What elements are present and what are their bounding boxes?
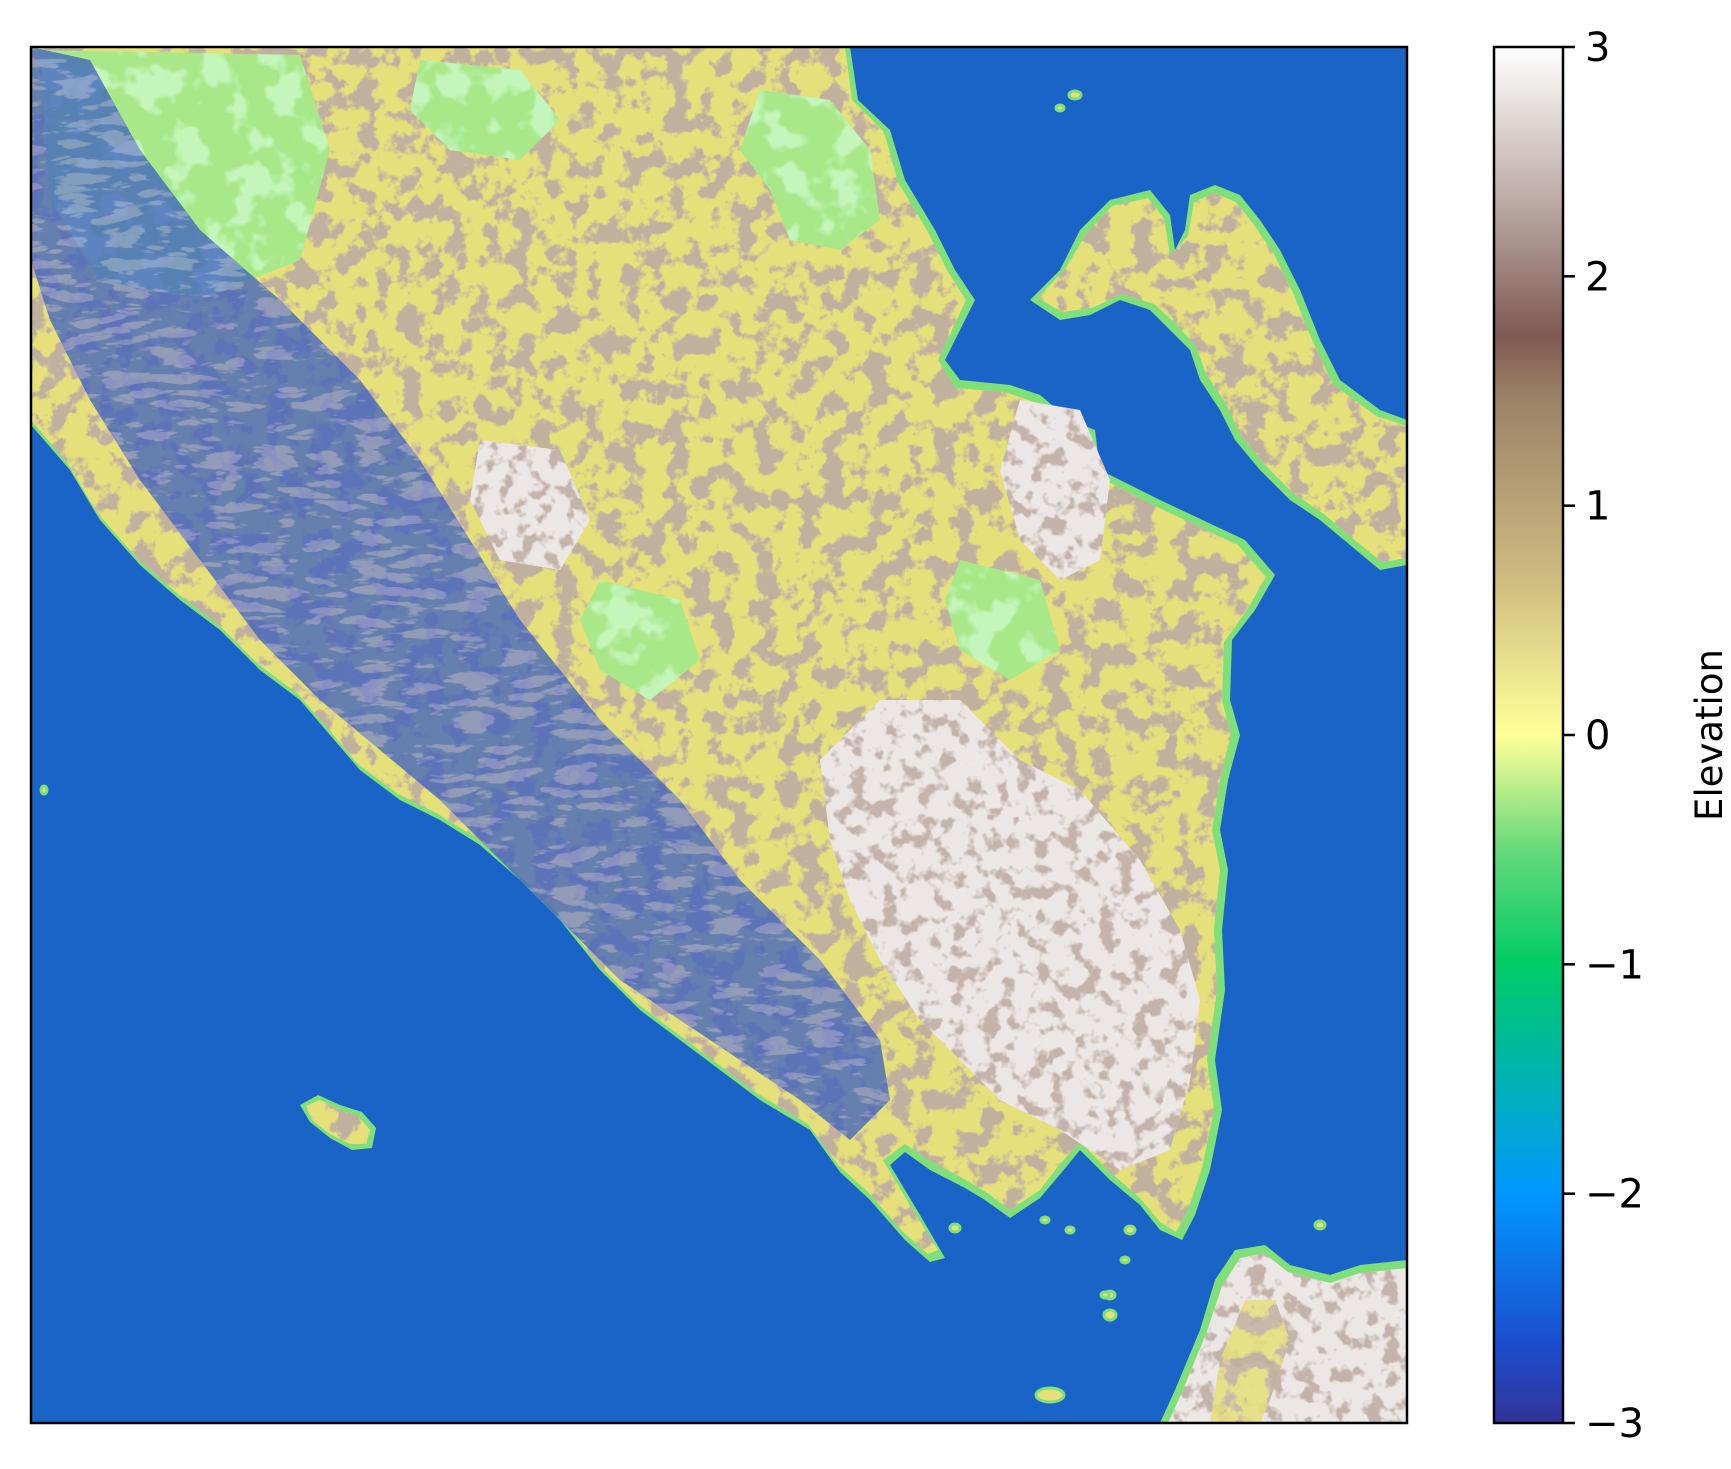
islet (1064, 1225, 1076, 1235)
islet (1039, 1215, 1051, 1225)
east-peninsula (1030, 185, 1407, 570)
islet (39, 784, 49, 796)
highland-peak (820, 700, 1200, 1170)
colorbar-tick-label: −1 (1585, 942, 1644, 988)
islet (1099, 1290, 1111, 1300)
lowland-green-patch (410, 60, 560, 160)
colorbar-tick-label: 0 (1585, 713, 1610, 759)
southeast-landmass (1160, 1245, 1407, 1423)
islet (1123, 1224, 1137, 1236)
islet (1313, 1219, 1327, 1231)
lowland (1210, 1300, 1290, 1423)
islet (1034, 1386, 1066, 1404)
mountain-valleys (31, 47, 890, 1140)
colorbar-tick-label: −3 (1585, 1401, 1644, 1447)
main-landmass (31, 47, 1275, 1262)
colorbar-tick-label: 2 (1585, 254, 1610, 300)
lowland-green-patch (740, 90, 880, 250)
lowland-green-patch (945, 560, 1060, 680)
islet (1067, 89, 1083, 101)
map-panel (31, 47, 1407, 1423)
lowland (1038, 193, 1407, 562)
lowland-green-patch (580, 580, 700, 700)
islet (1102, 1308, 1118, 1322)
islet (948, 1222, 962, 1234)
islet (1054, 103, 1066, 113)
lowland (306, 1100, 370, 1144)
colorbar: 3 2 1 0 −1 −2 −3 Elevation (1492, 25, 1731, 1447)
map-frame (29, 45, 1409, 1425)
colorbar-tick-label: 3 (1585, 25, 1610, 71)
islet (1119, 1255, 1131, 1265)
colorbar-tick-label: 1 (1585, 484, 1610, 530)
small-island (300, 1095, 376, 1150)
islets (39, 89, 1327, 1404)
highland-peak (1000, 400, 1110, 580)
colorbar-ticks: 3 2 1 0 −1 −2 −3 (1563, 25, 1644, 1447)
colorbar-label: Elevation (1688, 649, 1731, 821)
colorbar-gradient (1494, 47, 1563, 1423)
colorbar-tick-label: −2 (1585, 1172, 1644, 1218)
highland-peak (470, 440, 590, 570)
